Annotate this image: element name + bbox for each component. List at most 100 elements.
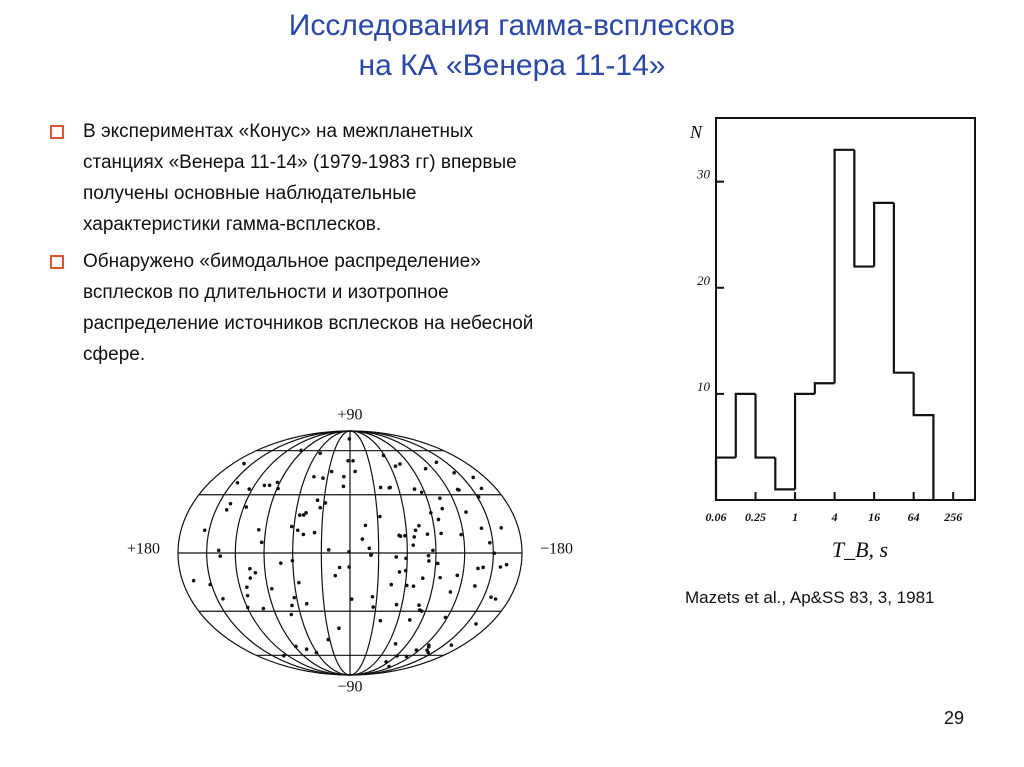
histogram-bin bbox=[833, 148, 855, 384]
y-tick-label: 30 bbox=[696, 167, 711, 182]
source-dot bbox=[412, 535, 417, 539]
source-dot bbox=[304, 601, 309, 606]
source-dot bbox=[435, 561, 440, 566]
source-dot bbox=[411, 584, 416, 588]
source-dot bbox=[417, 523, 421, 528]
source-dot bbox=[315, 498, 320, 502]
source-dot bbox=[404, 556, 408, 561]
source-dot bbox=[347, 565, 351, 569]
source-dot bbox=[301, 532, 306, 537]
source-dot bbox=[326, 548, 331, 552]
bullet-line: получены основные наблюдательные bbox=[83, 183, 417, 204]
source-dot bbox=[429, 510, 433, 515]
source-dot bbox=[426, 553, 431, 558]
source-dot bbox=[202, 528, 207, 533]
source-dot bbox=[438, 496, 442, 501]
source-dot bbox=[431, 548, 435, 553]
source-dot bbox=[333, 573, 338, 578]
source-dot bbox=[476, 495, 481, 499]
source-dot bbox=[262, 483, 267, 488]
source-dot bbox=[282, 653, 286, 658]
histogram-bin bbox=[873, 201, 894, 267]
source-dot bbox=[292, 595, 297, 600]
histogram-bin bbox=[754, 393, 776, 459]
page-number: 29 bbox=[944, 708, 965, 728]
source-dot bbox=[473, 584, 477, 588]
source-dot bbox=[403, 568, 408, 573]
source-dot bbox=[353, 469, 357, 474]
source-dot bbox=[367, 546, 372, 551]
source-dot bbox=[479, 486, 484, 491]
plot-frame bbox=[715, 117, 976, 501]
source-dot bbox=[417, 608, 422, 612]
bullet-marker bbox=[50, 125, 64, 139]
x-tick-label: 1 bbox=[792, 510, 798, 524]
source-dot bbox=[312, 474, 316, 479]
x-tick-label: 0.06 bbox=[706, 510, 727, 524]
source-dot bbox=[278, 561, 283, 565]
bullet-line: станциях «Венера 11-14» (1979-1983 гг) в… bbox=[83, 152, 517, 173]
title: Исследования гамма-всплесков на КА «Вене… bbox=[0, 6, 1024, 86]
source-dot bbox=[397, 570, 402, 574]
source-dot bbox=[245, 605, 250, 610]
source-dot bbox=[299, 448, 303, 453]
source-dot bbox=[245, 593, 250, 598]
source-dot bbox=[438, 575, 442, 580]
source-dot bbox=[427, 559, 431, 563]
source-dot bbox=[314, 650, 319, 655]
source-dot bbox=[426, 645, 431, 649]
source-dot bbox=[448, 590, 453, 594]
source-dot bbox=[413, 528, 418, 533]
bullet: В экспериментах «Конус» на межпланетных … bbox=[48, 116, 668, 240]
source-dot bbox=[419, 490, 424, 495]
source-dot bbox=[259, 540, 264, 545]
source-dot bbox=[440, 506, 445, 511]
x-tick-label: 256 bbox=[943, 510, 962, 524]
bullet-line: сфере. bbox=[83, 344, 146, 365]
source-dot bbox=[323, 501, 328, 505]
bullet-line: характеристики гамма-всплесков. bbox=[83, 214, 382, 235]
source-dot bbox=[221, 597, 225, 601]
x-tick-label: 4 bbox=[831, 510, 838, 524]
source-dot bbox=[488, 540, 492, 545]
source-dot bbox=[290, 603, 294, 608]
source-dot bbox=[405, 583, 409, 588]
source-dot bbox=[371, 605, 375, 609]
source-dot bbox=[397, 533, 401, 538]
source-dot bbox=[337, 626, 341, 630]
source-dot bbox=[504, 562, 509, 567]
source-dot bbox=[398, 462, 402, 466]
source-dot bbox=[347, 549, 351, 554]
source-dot bbox=[481, 565, 485, 570]
source-dot bbox=[426, 650, 430, 655]
histogram-bin bbox=[813, 382, 835, 394]
source-dot bbox=[346, 458, 350, 463]
source-dot bbox=[216, 548, 221, 553]
source-dot bbox=[389, 582, 394, 587]
sky-label: −90 bbox=[337, 679, 362, 696]
title-line: Исследования гамма-всплесков bbox=[288, 9, 736, 42]
source-dot bbox=[290, 558, 295, 563]
source-dot bbox=[312, 530, 317, 535]
source-dot bbox=[228, 501, 233, 506]
source-dot bbox=[443, 615, 448, 620]
y-tick-label: 20 bbox=[697, 273, 711, 288]
histogram-bin bbox=[734, 392, 756, 458]
source-dot bbox=[329, 469, 334, 474]
source-dot bbox=[276, 486, 280, 491]
source-dot bbox=[297, 580, 301, 585]
source-dot bbox=[459, 532, 463, 537]
sky-label: −180 bbox=[540, 541, 573, 558]
source-dot bbox=[417, 603, 421, 608]
histogram-bin bbox=[912, 372, 935, 500]
source-dot bbox=[256, 527, 261, 532]
source-dot bbox=[388, 485, 392, 490]
source-dot bbox=[289, 612, 294, 617]
source-dot bbox=[492, 551, 497, 556]
source-dot bbox=[248, 566, 252, 571]
caption: Mazets et al., Ap&SS 83, 3, 1981 bbox=[685, 588, 935, 607]
source-dot bbox=[326, 637, 331, 642]
source-dot bbox=[244, 505, 249, 509]
